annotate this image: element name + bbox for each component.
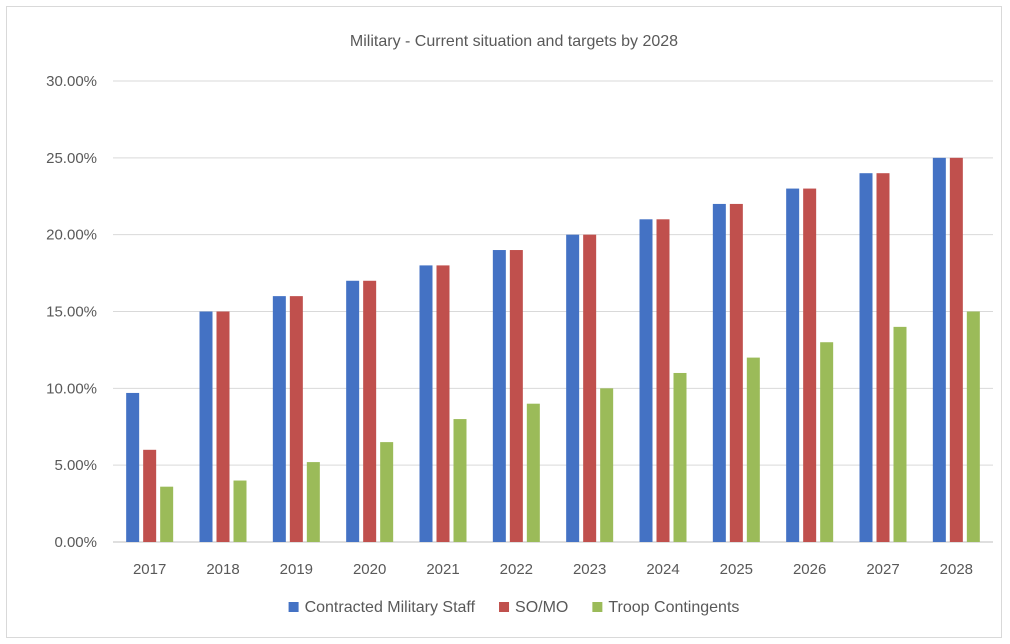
y-tick-label: 0.00% [54,534,97,551]
gridlines [113,80,993,543]
x-tick-label: 2017 [133,561,166,578]
bar [419,265,433,542]
bar [656,219,670,543]
bar [966,311,980,542]
chart-title: Military - Current situation and targets… [350,33,678,50]
bar [306,462,320,542]
bar [492,250,506,543]
x-tick-label: 2024 [646,561,679,578]
y-tick-label: 20.00% [46,227,97,244]
bar [126,392,140,542]
bar [346,280,360,542]
bar [453,419,467,542]
bar [820,342,834,542]
bar [673,372,687,542]
bar [600,388,614,542]
bar [932,157,946,543]
bars [126,157,980,543]
bar [583,234,597,542]
x-tick-label: 2020 [353,561,386,578]
bar [712,203,726,542]
bar [143,449,157,542]
bar [786,188,800,543]
x-axis: 2017 2018 2019 2020 2021 2022 2023 2024 2025 2026… [133,561,973,578]
x-tick-label: 2028 [940,561,973,578]
bar [746,357,760,542]
bar [199,311,213,542]
bar [526,403,540,542]
bar [380,442,394,542]
y-tick-label: 25.00% [46,150,97,167]
bar [363,280,377,542]
y-tick-label: 5.00% [54,457,97,474]
y-tick-label: 10.00% [46,380,97,397]
x-tick-label: 2027 [866,561,899,578]
legend-swatch [288,602,299,612]
bar [859,173,873,542]
bar [729,203,743,542]
bar [216,311,230,542]
bar [893,326,907,542]
bar [160,486,174,542]
legend-swatch [592,602,603,612]
x-tick-label: 2025 [720,561,753,578]
legend: Contracted Military Staff SO/MO Troop Cont… [288,599,739,616]
bar [233,480,247,542]
legend-label: Troop Contingents [608,599,739,616]
bar [949,157,963,543]
bar [509,250,523,543]
y-tick-label: 15.00% [46,304,97,321]
y-axis: 0.00% 5.00% 10.00% 15.00% 20.00% 25.00% 30.00% [46,73,97,551]
x-tick-label: 2019 [280,561,313,578]
x-tick-label: 2023 [573,561,606,578]
x-tick-label: 2026 [793,561,826,578]
legend-label: Contracted Military Staff [305,599,476,616]
bar [803,188,817,543]
legend-swatch [499,602,510,612]
x-tick-label: 2018 [206,561,239,578]
legend-label: SO/MO [515,599,568,616]
y-tick-label: 30.00% [46,73,97,90]
bar [272,296,286,542]
x-tick-label: 2022 [500,561,533,578]
x-tick-label: 2021 [426,561,459,578]
bar [566,234,580,542]
bar [639,219,653,543]
bar [436,265,450,542]
bar [289,296,303,542]
bar [876,173,890,542]
